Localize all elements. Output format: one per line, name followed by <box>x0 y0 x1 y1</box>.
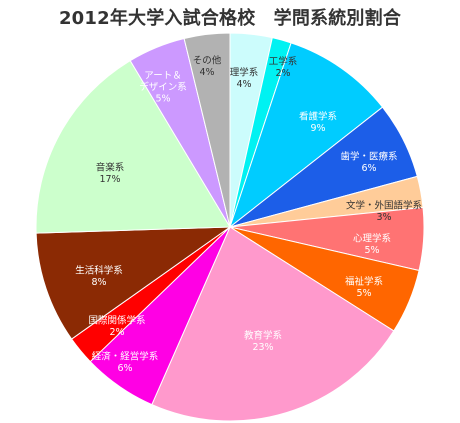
pie-slices <box>35 32 425 422</box>
slice-label: 福祉学系 5% <box>345 275 383 299</box>
slice-label: 音楽系 17% <box>96 161 125 185</box>
slice-label: 工学系 2% <box>269 55 298 79</box>
slice-label: 看護学系 9% <box>299 110 337 134</box>
pie-slice <box>35 226 232 340</box>
slice-label: 心理学系 5% <box>353 232 391 256</box>
slice-label: 経済・経営学系 6% <box>92 350 159 374</box>
pie-slice <box>229 42 384 229</box>
chart-title: 2012年大学入試合格校 学問系統別割合 <box>58 8 402 29</box>
pie-slice <box>151 226 395 422</box>
slice-label: 国際関係学系 2% <box>88 314 145 338</box>
slice-label: 教育学系 23% <box>244 329 282 353</box>
slice-label: アート＆デザイン系 5% <box>139 71 187 105</box>
pie-labels: 理学系 4% 工学系 2% 看護学系 9%歯学・医療系 6% 文学・外国語学系 3% 心理学系 5%… <box>75 54 422 374</box>
slice-label: その他 4% <box>193 54 222 78</box>
slice-label: 理学系 4% <box>230 66 259 90</box>
slice-label: 文学・外国語学系 3% <box>346 199 422 223</box>
slice-label: 歯学・医療系 6% <box>340 150 397 174</box>
pie-slice <box>35 59 231 234</box>
slice-label: 生活科学系 8% <box>75 264 123 288</box>
pie-slice <box>183 32 231 228</box>
